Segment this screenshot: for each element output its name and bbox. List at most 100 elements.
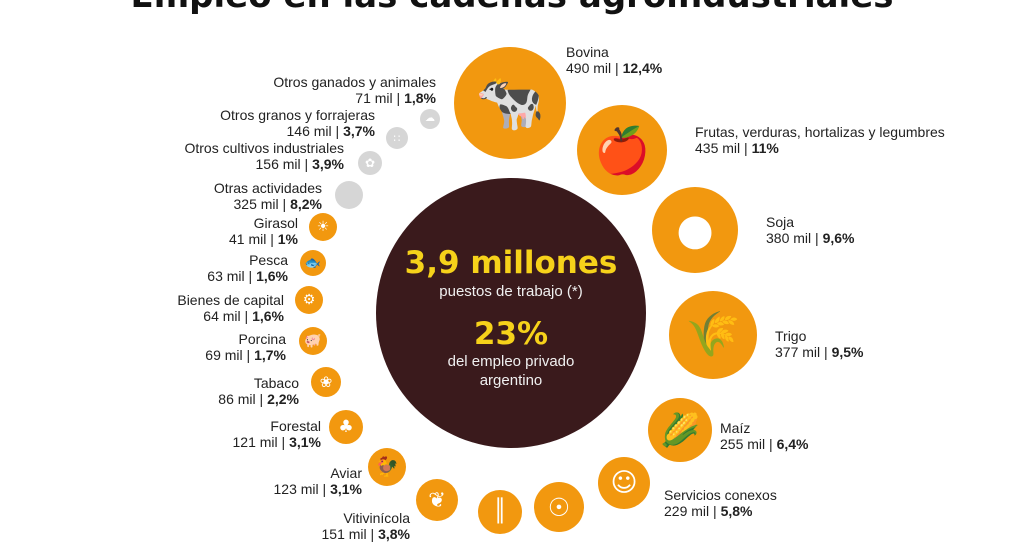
sector-jobs: 377 mil bbox=[775, 344, 821, 360]
sector-label: Otros cultivos industriales 156 mil | 3,9… bbox=[184, 140, 344, 172]
sector-value: 377 mil | 9,5% bbox=[775, 344, 863, 360]
sector-name: Bienes de capital bbox=[177, 292, 284, 308]
sector-bubble: ☁ bbox=[420, 109, 440, 129]
sector-jobs: 146 mil bbox=[286, 123, 332, 139]
sector-jobs: 380 mil bbox=[766, 230, 812, 246]
center-summary-circle: 3,9 millones puestos de trabajo (*) 23% … bbox=[376, 178, 646, 448]
sector-bubble: ❀ bbox=[311, 367, 341, 397]
sector-bubble: ☀ bbox=[309, 213, 337, 241]
sector-bubble: 🐖 bbox=[299, 327, 327, 355]
sector-value: 380 mil | 9,6% bbox=[766, 230, 854, 246]
people-icon: ☺ bbox=[610, 468, 638, 498]
total-jobs-value: 3,9 millones bbox=[404, 245, 618, 281]
sector-name: Servicios conexos bbox=[664, 487, 777, 503]
sector-bubble: ❦ bbox=[416, 479, 458, 521]
sector-jobs: 151 mil bbox=[321, 526, 367, 542]
tractor-icon: ⚙ bbox=[302, 292, 316, 308]
sector-bubble: ∷ bbox=[386, 127, 408, 149]
sector-label: Bienes de capital 64 mil | 1,6% bbox=[177, 292, 284, 324]
sector-bubble: ☉ bbox=[534, 482, 584, 532]
sector-label: Aviar 123 mil | 3,1% bbox=[274, 465, 362, 497]
sector-jobs: 69 mil bbox=[205, 347, 243, 363]
sector-value: 69 mil | 1,7% bbox=[205, 347, 286, 363]
sector-bubble: 🐟 bbox=[300, 250, 326, 276]
sector-jobs: 156 mil bbox=[255, 156, 301, 172]
sector-jobs: 121 mil bbox=[232, 434, 278, 450]
chicken-icon: 🐓 bbox=[375, 455, 399, 478]
sector-bubble: 🌽 bbox=[648, 398, 712, 462]
sector-name: Otros granos y forrajeras bbox=[220, 107, 375, 123]
fruit-icon: 🍎 bbox=[593, 123, 651, 177]
sector-bubble: ⚙ bbox=[295, 286, 323, 314]
sector-jobs: 325 mil bbox=[233, 196, 279, 212]
sector-share: 3,8% bbox=[378, 526, 410, 542]
sector-label: Frutas, verduras, hortalizas y legumbres… bbox=[695, 124, 945, 156]
sector-name: Aviar bbox=[330, 465, 362, 481]
sector-label: Soja 380 mil | 9,6% bbox=[766, 214, 854, 246]
sector-name: Frutas, verduras, hortalizas y legumbres bbox=[695, 124, 945, 140]
sector-value: 123 mil | 3,1% bbox=[274, 481, 362, 497]
sector-name: Porcina bbox=[238, 331, 286, 347]
sector-share: 1,8% bbox=[404, 90, 436, 106]
separator: | bbox=[266, 231, 278, 247]
separator: | bbox=[240, 308, 253, 324]
sector-share: 12,4% bbox=[622, 60, 663, 76]
cow-icon: 🐄 bbox=[475, 70, 545, 135]
sector-share: 1,7% bbox=[254, 347, 286, 363]
sector-name: Bovina bbox=[566, 44, 609, 60]
sector-bubble: ✿ bbox=[358, 151, 382, 175]
sector-label: Otros ganados y animales 71 mil | 1,8% bbox=[273, 74, 436, 106]
sector-name: Vitivinícola bbox=[343, 510, 410, 526]
sector-label: Pesca 63 mil | 1,6% bbox=[207, 252, 288, 284]
sector-value: 255 mil | 6,4% bbox=[720, 436, 808, 452]
grain-icon: ∷ bbox=[393, 131, 401, 145]
private-employment-share-value: 23% bbox=[473, 316, 549, 352]
sector-name: Trigo bbox=[775, 328, 807, 344]
cotton-icon: ✿ bbox=[364, 156, 376, 170]
sector-label: Forestal 121 mil | 3,1% bbox=[233, 418, 321, 450]
sector-share: 9,5% bbox=[831, 344, 864, 360]
sector-name: Pesca bbox=[249, 252, 288, 268]
sugarcane-icon: ║ bbox=[493, 499, 507, 524]
separator: | bbox=[765, 436, 777, 452]
pig-icon: 🐖 bbox=[304, 333, 322, 349]
separator: | bbox=[740, 140, 752, 156]
soy-icon: ● bbox=[676, 204, 714, 255]
sector-value: 435 mil | 11% bbox=[695, 140, 945, 156]
sector-value: 64 mil | 1,6% bbox=[177, 308, 284, 324]
sector-bubble: 🐓 bbox=[368, 448, 406, 486]
wheat-icon: 🌾 bbox=[685, 309, 741, 360]
sector-jobs: 123 mil bbox=[273, 481, 319, 497]
sector-bubble: ● bbox=[652, 187, 738, 273]
sector-jobs: 435 mil bbox=[695, 140, 741, 156]
sector-name: Maíz bbox=[720, 420, 751, 436]
sector-name: Girasol bbox=[253, 215, 298, 231]
sector-jobs: 255 mil bbox=[720, 436, 766, 452]
sector-bubble: 🐄 bbox=[454, 47, 566, 159]
sector-share: 8,2% bbox=[290, 196, 322, 212]
corn-icon: 🌽 bbox=[660, 411, 700, 449]
sector-label: Trigo 377 mil | 9,5% bbox=[775, 328, 863, 360]
sector-jobs: 86 mil bbox=[218, 391, 256, 407]
sector-value: 325 mil | 8,2% bbox=[214, 196, 322, 212]
separator: | bbox=[242, 347, 255, 363]
trees-icon: ♣ bbox=[338, 416, 354, 437]
total-jobs-caption: puestos de trabajo (*) bbox=[439, 283, 583, 300]
sector-bubble bbox=[335, 181, 363, 209]
separator: | bbox=[611, 60, 623, 76]
sector-value: 41 mil | 1% bbox=[229, 231, 298, 247]
sector-share: 9,6% bbox=[822, 230, 855, 246]
sector-value: 229 mil | 5,8% bbox=[664, 503, 777, 519]
sector-name: Otras actividades bbox=[213, 180, 322, 196]
dairy-cow-icon: ☉ bbox=[547, 492, 571, 522]
sector-jobs: 64 mil bbox=[203, 308, 241, 324]
sector-label: Otras actividades 325 mil | 8,2% bbox=[214, 180, 322, 212]
sector-share: 3,1% bbox=[289, 434, 321, 450]
sector-label: Bovina 490 mil | 12,4% bbox=[566, 44, 662, 76]
sector-value: 156 mil | 3,9% bbox=[184, 156, 344, 172]
sector-label: Porcina 69 mil | 1,7% bbox=[205, 331, 286, 363]
separator: | bbox=[392, 90, 405, 106]
sector-bubble: ♣ bbox=[329, 410, 363, 444]
grapes-icon: ❦ bbox=[428, 487, 446, 512]
sector-name: Forestal bbox=[270, 418, 321, 434]
